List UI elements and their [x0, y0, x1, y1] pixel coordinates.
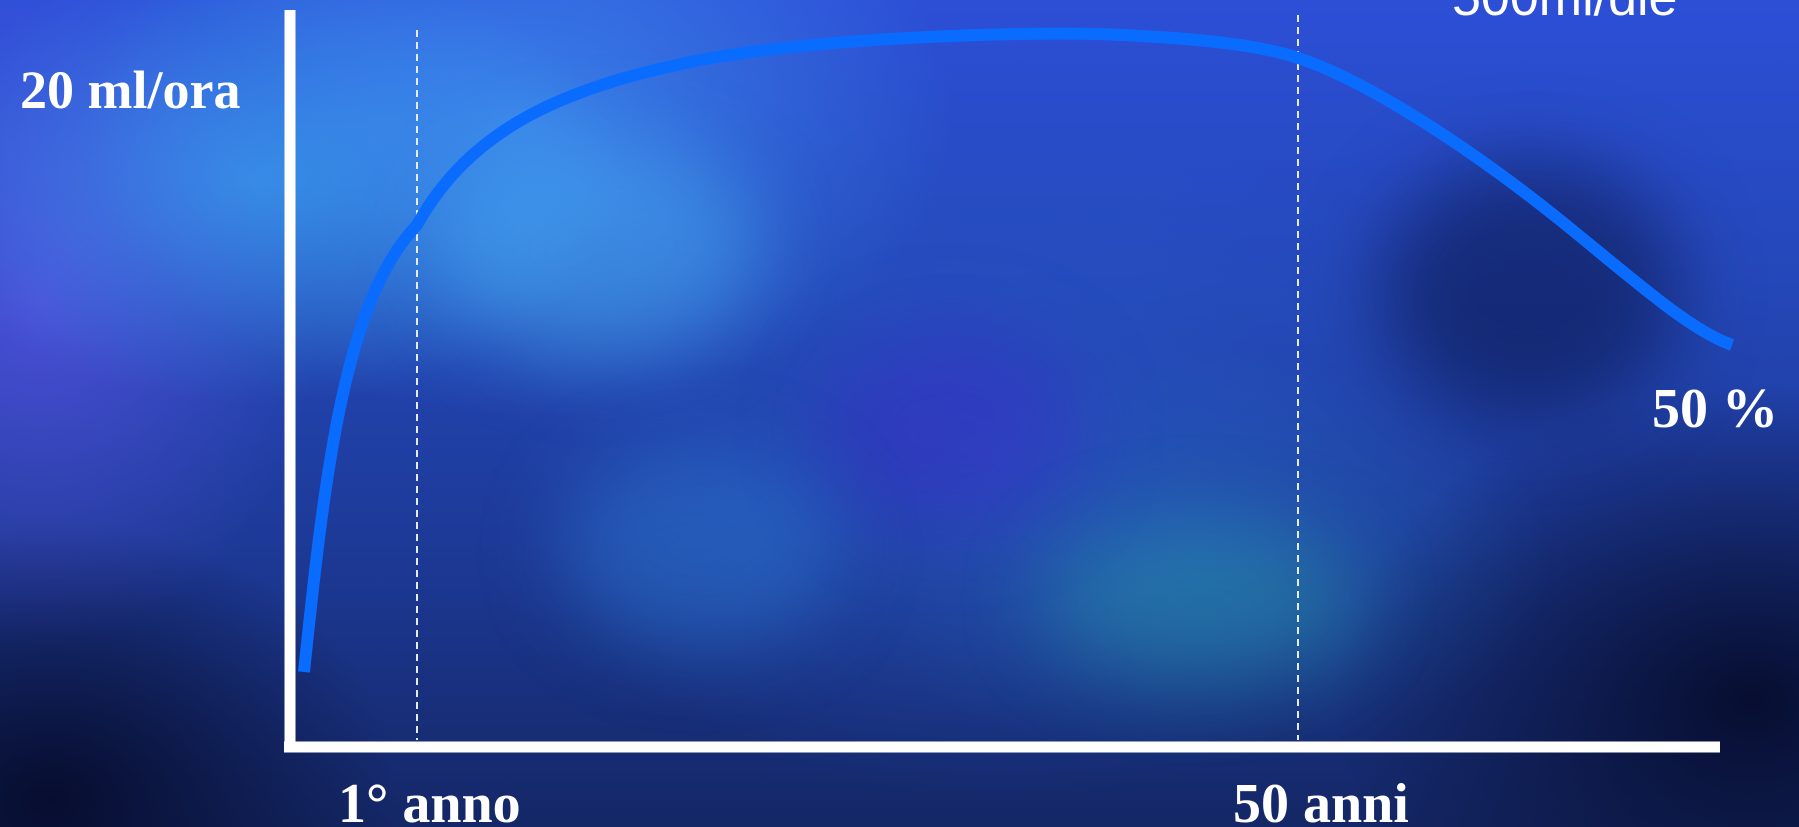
flow-curve	[298, 27, 1735, 673]
top-right-note: 500ml/die	[1452, 0, 1677, 24]
y-axis-label: 20 ml/ora	[20, 60, 241, 120]
x-marker-label-1-anno: 1° anno	[338, 773, 521, 827]
x-marker-label-50-anni: 50 anni	[1233, 773, 1409, 827]
end-percentage-label: 50 %	[1652, 378, 1778, 440]
